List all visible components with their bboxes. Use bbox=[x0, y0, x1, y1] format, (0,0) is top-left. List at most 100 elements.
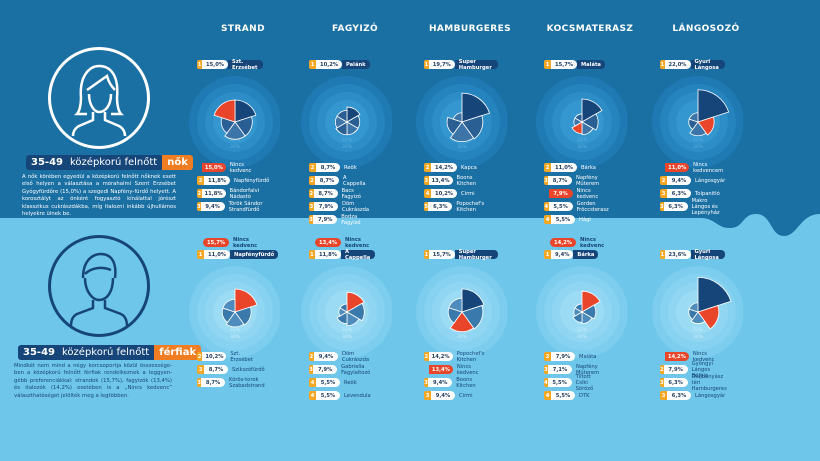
women-age: 35-49 bbox=[26, 155, 68, 170]
list-item: 3 6,3% Makro Lángos és Lepényház bbox=[660, 198, 723, 216]
women-description: A nők körében egyedül a középkorú felnőt… bbox=[22, 174, 176, 218]
chart-slice bbox=[446, 116, 463, 135]
percent-value: 8,7% bbox=[314, 176, 339, 185]
list-item: 7,9% Nincs kedvenc bbox=[544, 187, 601, 200]
place-name: Palánk bbox=[342, 60, 370, 69]
rank-badge: 3 bbox=[197, 202, 201, 211]
list-item: 3 7,9% Döm Cukrászda bbox=[309, 201, 371, 213]
percent-value: 8,7% bbox=[316, 163, 340, 172]
women-segment-label: 35-49 középkorú felnőtt nők bbox=[26, 155, 193, 170]
place-name: Bárka bbox=[581, 164, 596, 171]
percent-value: 11,8% bbox=[201, 189, 226, 198]
chart-slice bbox=[335, 121, 348, 136]
list-item: 2 14,2% Popochef's Kitchen bbox=[424, 351, 489, 363]
place-name: Nincs kedvenc bbox=[345, 236, 370, 249]
men-age: 35-49 bbox=[18, 345, 60, 360]
top-choice-badge: 1 10,2% Palánk bbox=[309, 60, 370, 69]
rank-badge: 3 bbox=[197, 365, 204, 374]
scale-label: 22% bbox=[342, 137, 353, 143]
chart-slice bbox=[571, 121, 583, 134]
scale-label: 22% bbox=[342, 327, 353, 333]
percent-value: 11,0% bbox=[551, 163, 577, 172]
list-item: 4 5,5% Gorden Fröccsterasz bbox=[544, 201, 611, 213]
percent-value: 15,7% bbox=[203, 238, 229, 247]
rank-badge: 1 bbox=[660, 60, 665, 69]
rank-badge: 2 bbox=[424, 163, 431, 172]
scale-label: 22% bbox=[230, 327, 241, 333]
rank-badge: 2 bbox=[309, 163, 316, 172]
rank-badge: 2 bbox=[309, 176, 315, 185]
chart-slice bbox=[346, 311, 360, 327]
list-item: 3 6,3% Tolpanitló bbox=[660, 189, 720, 198]
column-header: FAGYIZÓ bbox=[331, 24, 379, 34]
list-item: 14,2% Nincs kedvenc bbox=[660, 351, 719, 363]
place-name: Lángosgyár bbox=[695, 177, 726, 184]
percent-value: 9,4% bbox=[551, 250, 574, 259]
rank-badge: 3 bbox=[424, 378, 429, 387]
percent-value: 11,8% bbox=[204, 176, 230, 185]
list-item: 2 8,7% A Cappella bbox=[309, 175, 367, 187]
place-name: Super Hamburger bbox=[454, 249, 498, 261]
rank-badge: 3 bbox=[424, 176, 429, 185]
list-item: 3 13,4% Boons Kitchen bbox=[424, 175, 481, 187]
chart-slice bbox=[339, 303, 348, 313]
chart-slice bbox=[224, 121, 246, 140]
chart-slice bbox=[346, 106, 361, 123]
place-name: Popochef's Kitchen bbox=[456, 200, 485, 213]
scale-label: 30% bbox=[342, 144, 353, 150]
no-favorite-badge: 14,2% Nincs kedvenc bbox=[550, 237, 608, 249]
place-name: Lángosgyár bbox=[695, 392, 726, 399]
place-name: Napfényfürdő bbox=[234, 177, 270, 184]
scale-label: 22% bbox=[230, 137, 241, 143]
percent-value: 5,5% bbox=[551, 215, 575, 224]
chart-slice bbox=[581, 113, 599, 131]
man-avatar bbox=[48, 235, 150, 337]
women-label-accent: nők bbox=[162, 155, 193, 170]
top-choice-badge: 1 15,7% Super Hamburger bbox=[424, 249, 498, 261]
list-item: 4 5,5% Hági bbox=[544, 215, 591, 224]
list-item: 2 9,4% Döm Cukrászda bbox=[309, 351, 371, 363]
list-item: 13,4% Nincs kedvenc bbox=[424, 364, 483, 376]
percent-value: 11,0% bbox=[204, 250, 230, 259]
percent-value: 9,4% bbox=[431, 391, 455, 400]
women-label-main: középkorú felnőtt bbox=[67, 155, 163, 170]
rank-badge: 1 bbox=[660, 250, 665, 259]
list-item: 3 6,3% Lángosgyár bbox=[660, 391, 725, 400]
list-item: 3 9,4% Cirmi bbox=[424, 391, 473, 400]
place-name: Cirmi bbox=[459, 392, 473, 399]
scale-label: 30% bbox=[577, 334, 588, 340]
chart-slice bbox=[448, 297, 463, 313]
man-silhouette-icon bbox=[69, 252, 129, 327]
rank-badge: 4 bbox=[544, 378, 548, 387]
chart-slice bbox=[697, 276, 732, 313]
percent-value: 13,4% bbox=[315, 238, 341, 247]
list-item: 3 6,3% Olajbányász téri Hamburgeres bbox=[660, 374, 730, 392]
top-choice-badge: 1 11,0% Napfényfürdő bbox=[197, 250, 279, 259]
rank-badge: 1 bbox=[544, 250, 551, 259]
percent-value: 5,5% bbox=[316, 378, 340, 387]
place-name: Gyuri Lángosa bbox=[690, 249, 726, 261]
place-name: Török Sándor Strandfürdő bbox=[228, 200, 263, 213]
list-item: 2 10,2% Szt. Erzsébet bbox=[197, 350, 257, 363]
place-name: Körös-torok Szabadstrand bbox=[229, 376, 265, 389]
percent-value: 8,7% bbox=[201, 378, 226, 387]
percent-value: 7,9% bbox=[663, 365, 688, 374]
list-item: 2 7,9% Maláta bbox=[544, 352, 597, 361]
list-item: 3 7,9% Bodza Fagyizó bbox=[309, 214, 363, 226]
place-name: DTK bbox=[579, 392, 590, 399]
rank-badge: 1 bbox=[309, 60, 316, 69]
rank-badge: 2 bbox=[197, 352, 203, 361]
list-item: 2 8,7% Reök bbox=[309, 163, 357, 172]
place-name: Nincs kedvenc bbox=[576, 187, 599, 200]
percent-value: 15,7% bbox=[428, 250, 455, 259]
rank-badge: 4 bbox=[309, 391, 316, 400]
place-name: Szt. Erzsébet bbox=[230, 350, 253, 363]
percent-value: 10,2% bbox=[431, 189, 457, 198]
scale-label: 22% bbox=[693, 137, 704, 143]
chart-slice bbox=[336, 311, 348, 324]
percent-value: 6,3% bbox=[667, 391, 691, 400]
scale-label: 30% bbox=[457, 334, 468, 340]
rank-badge: 3 bbox=[309, 365, 314, 374]
percent-value: 9,4% bbox=[667, 176, 691, 185]
